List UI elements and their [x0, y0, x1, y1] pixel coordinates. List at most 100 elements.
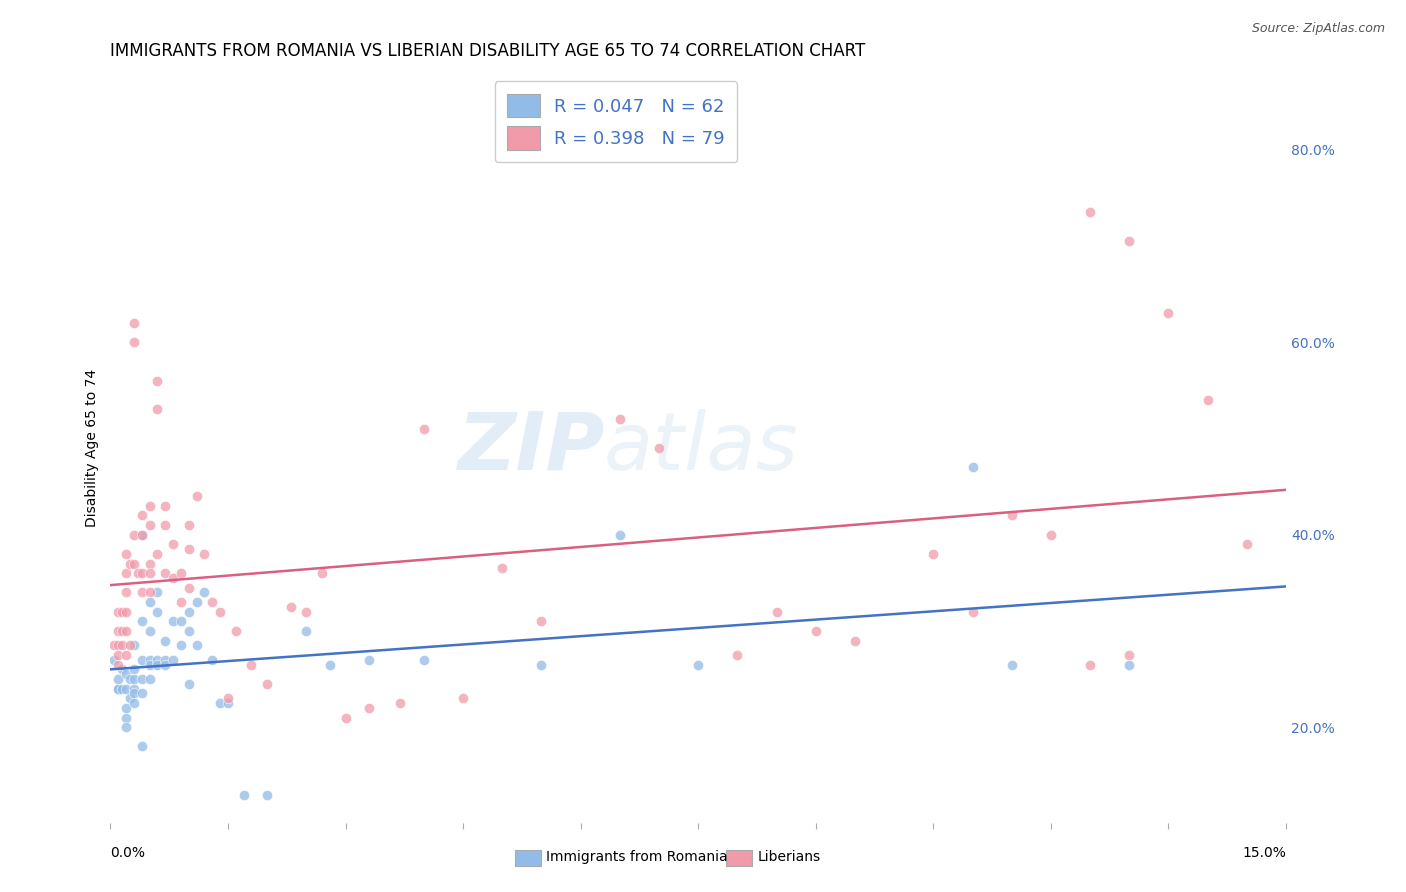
Point	[186, 595, 208, 609]
Point	[201, 595, 224, 609]
Point	[155, 566, 177, 581]
Text: Immigrants from Romania: Immigrants from Romania	[547, 850, 728, 864]
Point	[138, 518, 160, 533]
Text: ZIP: ZIP	[457, 409, 605, 487]
Text: 0.0%: 0.0%	[111, 846, 145, 860]
Point	[844, 633, 866, 648]
Point	[107, 605, 129, 619]
Point	[131, 653, 153, 667]
Point	[193, 585, 215, 599]
Point	[648, 441, 671, 455]
Point	[107, 648, 129, 662]
Point	[170, 595, 193, 609]
Point	[1001, 657, 1024, 672]
Point	[186, 638, 208, 652]
Point	[155, 657, 177, 672]
Point	[115, 624, 138, 638]
Point	[155, 653, 177, 667]
Point	[170, 614, 193, 628]
Point	[412, 422, 434, 436]
Point	[1197, 392, 1219, 407]
Point	[111, 662, 134, 676]
Point	[530, 614, 553, 628]
Point	[138, 657, 160, 672]
Point	[193, 547, 215, 561]
Point	[530, 657, 553, 672]
Point	[412, 653, 434, 667]
Point	[107, 624, 129, 638]
Point	[122, 686, 145, 700]
Point	[138, 557, 160, 571]
Point	[201, 653, 224, 667]
Point	[295, 624, 318, 638]
Point	[389, 696, 412, 710]
Point	[609, 412, 631, 426]
Point	[765, 605, 787, 619]
Point	[118, 557, 141, 571]
Point	[688, 657, 710, 672]
Point	[1118, 657, 1140, 672]
Point	[962, 460, 984, 475]
Point	[146, 585, 169, 599]
Point	[122, 334, 145, 349]
Point	[138, 653, 160, 667]
Point	[922, 547, 945, 561]
Point	[118, 672, 141, 686]
Point	[111, 605, 134, 619]
Point	[131, 585, 153, 599]
Point	[1118, 648, 1140, 662]
Point	[335, 710, 357, 724]
Point	[1039, 527, 1062, 541]
Point	[131, 566, 153, 581]
Point	[115, 667, 138, 681]
Point	[115, 547, 138, 561]
Point	[122, 672, 145, 686]
Point	[107, 672, 129, 686]
Y-axis label: Disability Age 65 to 74: Disability Age 65 to 74	[86, 369, 100, 527]
Point	[122, 527, 145, 541]
Point	[186, 489, 208, 503]
Point	[280, 599, 302, 614]
Point	[1118, 234, 1140, 248]
Point	[804, 624, 827, 638]
Text: Source: ZipAtlas.com: Source: ZipAtlas.com	[1251, 22, 1385, 36]
Point	[122, 316, 145, 330]
Point	[115, 710, 138, 724]
Point	[115, 605, 138, 619]
Point	[1001, 508, 1024, 523]
Point	[131, 672, 153, 686]
Point	[162, 653, 184, 667]
Point	[225, 624, 247, 638]
Point	[111, 624, 134, 638]
Point	[209, 605, 232, 619]
Point	[170, 638, 193, 652]
Point	[162, 614, 184, 628]
Point	[170, 566, 193, 581]
Point	[1078, 205, 1101, 219]
Point	[131, 527, 153, 541]
Point	[146, 374, 169, 388]
Point	[146, 657, 169, 672]
Point	[138, 499, 160, 513]
Point	[146, 653, 169, 667]
Point	[131, 614, 153, 628]
Point	[115, 701, 138, 715]
Point	[609, 527, 631, 541]
Point	[115, 720, 138, 734]
Point	[177, 581, 200, 595]
Point	[311, 566, 333, 581]
Legend: R = 0.047   N = 62, R = 0.398   N = 79: R = 0.047 N = 62, R = 0.398 N = 79	[495, 81, 737, 162]
Point	[357, 701, 380, 715]
Point	[962, 605, 984, 619]
Point	[177, 677, 200, 691]
Text: IMMIGRANTS FROM ROMANIA VS LIBERIAN DISABILITY AGE 65 TO 74 CORRELATION CHART: IMMIGRANTS FROM ROMANIA VS LIBERIAN DISA…	[111, 42, 866, 60]
Point	[155, 633, 177, 648]
Point	[122, 557, 145, 571]
Point	[115, 648, 138, 662]
Point	[146, 605, 169, 619]
Point	[146, 547, 169, 561]
Point	[138, 566, 160, 581]
Point	[131, 686, 153, 700]
Text: atlas: atlas	[605, 409, 799, 487]
Point	[357, 653, 380, 667]
